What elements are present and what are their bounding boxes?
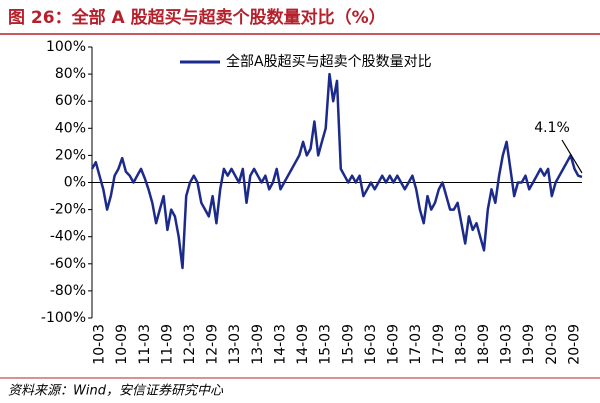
x-tick-label: 10-09 (114, 324, 130, 365)
x-tick-label: 13-09 (250, 324, 266, 365)
y-tick-label: 20% (55, 147, 86, 163)
x-tick-label: 10-03 (92, 324, 108, 365)
x-tick-label: 20-09 (566, 324, 582, 365)
x-tick-label: 13-03 (227, 324, 243, 365)
y-tick-label: 80% (55, 66, 86, 82)
x-tick-label: 12-03 (182, 324, 198, 365)
y-tick-label: -20% (50, 202, 86, 218)
y-tick-label: -80% (50, 283, 86, 299)
x-tick-label: 17-09 (431, 324, 447, 365)
y-tick-label: 60% (55, 93, 86, 109)
chart-title: 图 26：全部 A 股超买与超卖个股数量对比（%） (8, 7, 386, 28)
x-tick-label: 11-09 (159, 324, 175, 365)
x-tick-label: 15-09 (340, 324, 356, 365)
legend-label: 全部A股超买与超卖个股数量对比 (226, 53, 432, 70)
y-tick-label: -100% (41, 310, 86, 326)
x-tick-label: 19-09 (521, 324, 537, 365)
x-tick-label: 14-03 (272, 324, 288, 365)
x-tick-label: 14-09 (295, 324, 311, 365)
annotation-arrow (561, 139, 583, 174)
annotation: 4.1% (534, 120, 570, 136)
y-tick-label: 40% (55, 120, 86, 136)
y-tick-label: 0% (64, 175, 86, 191)
y-tick-label: -40% (50, 229, 86, 245)
x-tick-label: 15-03 (318, 324, 334, 365)
x-tick-label: 18-03 (453, 324, 469, 365)
x-tick-label: 16-09 (386, 324, 402, 365)
x-tick-label: 18-09 (476, 324, 492, 365)
y-tick-label: 100% (46, 39, 86, 55)
x-tick-label: 11-03 (137, 324, 153, 365)
source: 资料来源：Wind，安信证券研究中心 (8, 383, 224, 399)
line-series (90, 72, 583, 270)
y-tick-label: -60% (50, 256, 86, 272)
x-tick-label: 20-03 (544, 324, 560, 365)
x-tick-label: 12-09 (205, 324, 221, 365)
x-tick-label: 16-03 (363, 324, 379, 365)
x-tick-label: 19-03 (499, 324, 515, 365)
x-tick-label: 17-03 (408, 324, 424, 365)
